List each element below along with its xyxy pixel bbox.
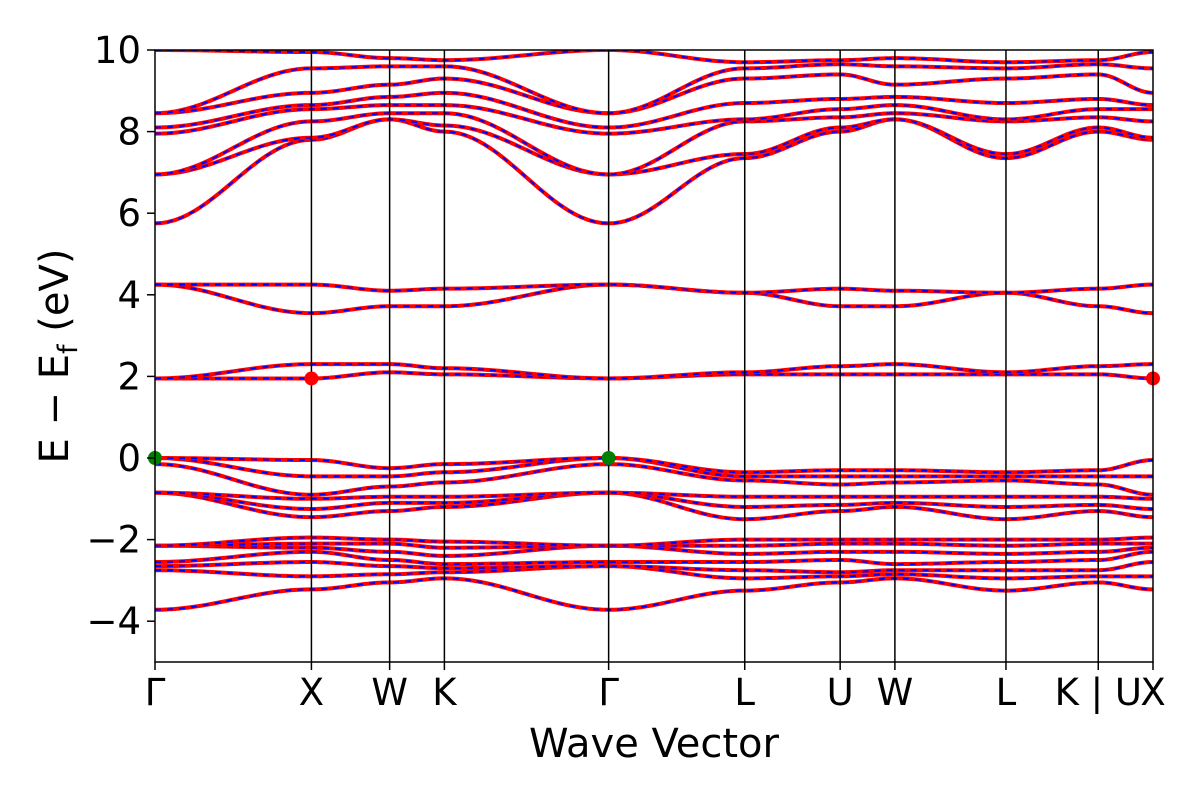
y-axis-label: E − Ef (eV) bbox=[32, 249, 84, 464]
kpoint-lines bbox=[310, 50, 1100, 662]
x-tick-label: X bbox=[299, 671, 324, 714]
x-tick-label: W bbox=[877, 671, 914, 714]
band-16 bbox=[155, 282, 1153, 316]
band-25 bbox=[155, 50, 1153, 65]
plot-frame bbox=[154, 49, 1154, 663]
x-tick-label: L bbox=[996, 671, 1017, 714]
band-edge-marker bbox=[601, 451, 616, 465]
y-tick-label: 2 bbox=[117, 355, 141, 398]
band-16-line bbox=[155, 282, 1153, 316]
y-axis-label-main: E − E bbox=[32, 354, 78, 464]
band-19-dash-overlay bbox=[155, 118, 1153, 176]
y-tick-label: 10 bbox=[94, 29, 141, 72]
band-16-dash-overlay bbox=[155, 283, 1153, 315]
band-11-dash-overlay bbox=[155, 463, 1153, 496]
band-22-dash-overlay bbox=[155, 91, 1153, 129]
band-21-dash-overlay bbox=[155, 104, 1153, 135]
band-8-dash-overlay bbox=[155, 491, 1153, 521]
x-tick-label: Γ bbox=[598, 671, 619, 714]
y-axis-label-unit: (eV) bbox=[32, 249, 78, 345]
band-edge-markers bbox=[148, 371, 1160, 465]
y-tick-label: −2 bbox=[86, 519, 141, 562]
x-tick-label: K | U bbox=[1055, 671, 1142, 714]
band-18 bbox=[155, 117, 1153, 226]
band-1 bbox=[155, 576, 1153, 612]
band-19 bbox=[155, 117, 1153, 177]
x-tick-label: W bbox=[371, 671, 408, 714]
y-tick-label: −4 bbox=[86, 600, 141, 643]
band-17 bbox=[155, 282, 1153, 295]
y-tick-label: 4 bbox=[117, 274, 141, 317]
y-tick-label: 8 bbox=[117, 111, 141, 154]
band-18-line bbox=[155, 117, 1153, 226]
y-tick-label: 0 bbox=[117, 437, 141, 480]
bands-layer bbox=[155, 50, 1153, 612]
band-edge-marker bbox=[304, 371, 319, 386]
x-tick-label: Γ bbox=[145, 671, 166, 714]
x-tick-label: U bbox=[827, 671, 854, 714]
x-axis-label: Wave Vector bbox=[529, 721, 780, 767]
band-17-line bbox=[155, 282, 1153, 295]
band-11 bbox=[155, 462, 1153, 497]
y-axis-ticks: −4 −2 0 2 4 6 8 10 bbox=[86, 29, 155, 643]
x-tick-label: K bbox=[432, 671, 458, 714]
x-tick-label: L bbox=[734, 671, 755, 714]
x-tick-label: X bbox=[1140, 671, 1165, 714]
y-axis-label-subscript: f bbox=[53, 343, 84, 354]
y-tick-label: 6 bbox=[117, 192, 141, 235]
band-1-dash-overlay bbox=[155, 577, 1153, 611]
band-19-line bbox=[155, 117, 1153, 177]
